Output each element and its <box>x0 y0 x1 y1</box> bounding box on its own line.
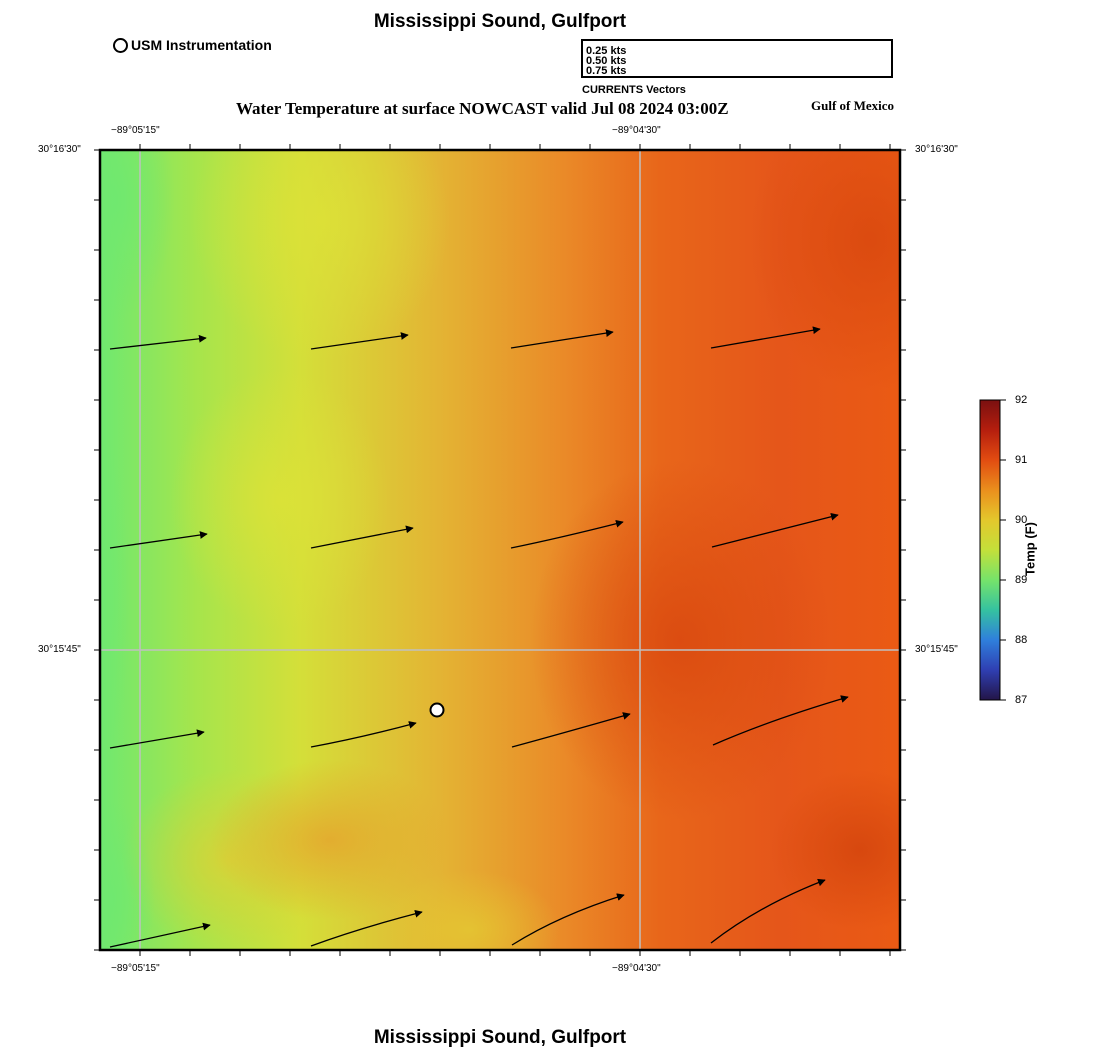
legend-label-050: 0.50 kts <box>586 55 627 67</box>
lon-label-top-1: −89°05'15" <box>111 125 160 136</box>
colorbar-tick-label: 92 <box>1015 394 1028 406</box>
lon-label-top-2: −89°04'30" <box>612 125 661 136</box>
legend-label-025: 0.25 kts <box>586 45 627 57</box>
current-vector <box>710 326 821 349</box>
current-vector <box>712 695 849 746</box>
colorbar-tick-label: 88 <box>1015 634 1028 646</box>
current-vector <box>310 721 417 748</box>
current-vector <box>310 909 423 947</box>
usm-station-marker[interactable] <box>429 702 445 718</box>
colorbar-tick-label: 89 <box>1015 574 1028 586</box>
current-vector <box>711 512 839 548</box>
current-vector <box>109 922 211 948</box>
map-subtitle: Water Temperature at surface NOWCAST val… <box>236 99 729 118</box>
lon-label-bottom-2: −89°04'30" <box>612 963 661 974</box>
colorbar-tick-label: 91 <box>1015 454 1028 466</box>
lat-label-right-1: 30°16'30" <box>915 144 958 155</box>
lat-label-left-1: 30°16'30" <box>38 144 81 155</box>
page-title: Mississippi Sound, Gulfport <box>373 11 627 32</box>
footer-title: Mississippi Sound, Gulfport <box>373 1027 627 1048</box>
current-vector <box>109 334 207 350</box>
graticule <box>100 150 900 950</box>
current-vector <box>310 525 414 549</box>
current-vector <box>109 531 208 549</box>
current-vector <box>510 519 624 549</box>
colorbar-tick-label: 87 <box>1015 694 1028 706</box>
current-vector <box>511 712 631 748</box>
current-vector <box>109 729 205 749</box>
current-vector <box>511 893 625 946</box>
current-vector <box>310 332 409 350</box>
colorbar-title: Temp (F) <box>1022 522 1038 576</box>
station-legend-label: USM Instrumentation <box>131 37 272 53</box>
map-frame <box>94 144 906 956</box>
lon-label-bottom-1: −89°05'15" <box>111 963 160 974</box>
station-legend: USM Instrumentation <box>113 37 272 53</box>
vector-legend-box: 0.25 kts 0.50 kts 0.75 kts <box>581 39 893 78</box>
vector-legend-caption: CURRENTS Vectors <box>582 84 686 96</box>
colorbar <box>979 399 1006 701</box>
lat-label-left-2: 30°15'45" <box>38 644 81 655</box>
lat-label-right-2: 30°15'45" <box>915 644 958 655</box>
current-vector <box>510 329 614 349</box>
current-vector <box>710 878 826 944</box>
colorbar-tick-label: 90 <box>1015 514 1028 526</box>
region-label: Gulf of Mexico <box>811 98 895 113</box>
open-circle-icon <box>113 37 128 53</box>
temperature-field <box>100 150 900 950</box>
legend-label-075: 0.75 kts <box>586 65 627 77</box>
current-vectors <box>109 326 849 948</box>
